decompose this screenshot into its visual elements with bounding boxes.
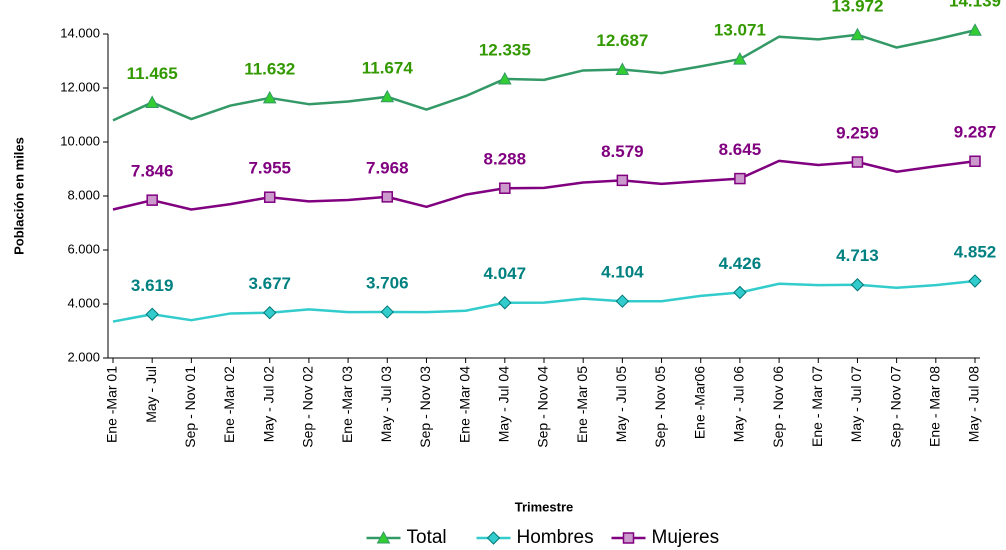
x-tick-label: May - Jul 05 [613,366,629,442]
value-label: 3.706 [366,273,409,292]
marker [263,191,276,203]
marker [381,191,394,203]
value-label: 13.972 [831,0,883,15]
x-tick-label: Sep - Nov 01 [182,366,198,448]
value-label: 7.846 [131,162,174,181]
marker [851,156,864,168]
y-tick-label: 8.000 [67,187,100,202]
marker [850,278,865,292]
x-tick-label: Ene - Mar 08 [927,366,943,447]
marker [733,285,747,300]
marker [733,52,747,65]
x-tick-label: Sep - Nov 05 [652,366,668,448]
x-tick-label: Sep - Nov 02 [300,366,316,448]
x-tick-label: Sep - Nov 03 [417,366,433,448]
x-tick-label: Ene -Mar 05 [574,366,590,443]
y-tick-label: 14.000 [60,25,100,40]
marker [380,305,394,319]
value-label: 11.674 [362,58,414,77]
legend-label: Hombres [517,527,594,548]
value-label: 7.955 [248,159,291,178]
y-axis-label: Población en miles [11,137,26,255]
marker [262,90,277,104]
value-label: 13.071 [714,21,766,40]
marker [616,174,629,187]
y-tick-label: 6.000 [67,241,100,256]
value-label: 4.104 [601,263,644,282]
y-tick-label: 2.000 [67,349,100,364]
value-label: 14.139 [949,0,1001,11]
legend-label: Total [407,527,447,548]
x-tick-label: May - Jul 02 [260,366,276,442]
value-label: 3.677 [248,274,291,293]
series-line [112,159,976,211]
marker [146,194,158,206]
value-label: 4.047 [484,264,527,283]
x-tick-label: May - Jul [143,366,159,423]
marker [380,89,395,103]
legend-label: Mujeres [652,527,720,548]
value-label: 8.288 [484,150,527,169]
marker [498,296,512,310]
x-tick-label: Ene - Mar 07 [809,366,825,447]
marker [969,155,981,168]
marker [497,71,512,85]
x-tick-label: Ene -Mar 01 [104,366,120,443]
x-tick-label: May - Jul 03 [378,366,394,442]
value-label: 4.426 [719,254,762,273]
x-tick-label: May - Jul 06 [731,366,747,442]
y-tick-label: 12.000 [60,79,100,94]
x-tick-label: Ene -Mar 03 [339,366,355,443]
value-label: 8.645 [719,140,762,159]
value-label: 9.259 [836,123,879,142]
x-tick-label: May - Jul 07 [848,366,864,442]
marker [734,172,746,185]
series-line [112,29,976,122]
marker [145,307,159,321]
marker [376,530,391,544]
value-label: 3.619 [131,276,174,295]
value-label: 12.687 [596,31,648,50]
marker [622,532,635,544]
marker [615,62,630,75]
value-label: 9.287 [954,123,997,142]
marker [263,306,277,320]
value-label: 4.713 [836,246,879,265]
x-tick-label: May - Jul 04 [496,366,512,442]
x-tick-label: Sep - Nov 04 [535,366,551,448]
marker [486,531,501,545]
x-tick-label: Sep - Nov 06 [770,366,786,448]
value-label: 12.335 [479,40,531,59]
value-label: 7.968 [366,158,409,177]
x-tick-label: Ene -Mar 02 [221,366,237,443]
value-label: 11.465 [127,64,178,83]
marker [615,294,630,308]
x-tick-label: Ene -Mar 04 [456,366,472,443]
marker [968,23,982,36]
x-tick-label: Ene -Mar06 [691,366,707,439]
value-label: 8.579 [601,142,644,161]
value-label: 4.852 [954,242,997,261]
x-axis-label: Trimestre [515,499,574,514]
y-tick-label: 10.000 [60,133,100,148]
y-tick-label: 4.000 [67,295,100,310]
marker [968,274,982,288]
marker [850,27,865,41]
marker [499,182,511,194]
x-tick-label: May - Jul 08 [966,366,982,442]
value-label: 11.632 [244,59,295,78]
series-line [112,279,976,323]
x-tick-label: Sep - Nov 07 [887,366,903,448]
marker [145,95,160,108]
